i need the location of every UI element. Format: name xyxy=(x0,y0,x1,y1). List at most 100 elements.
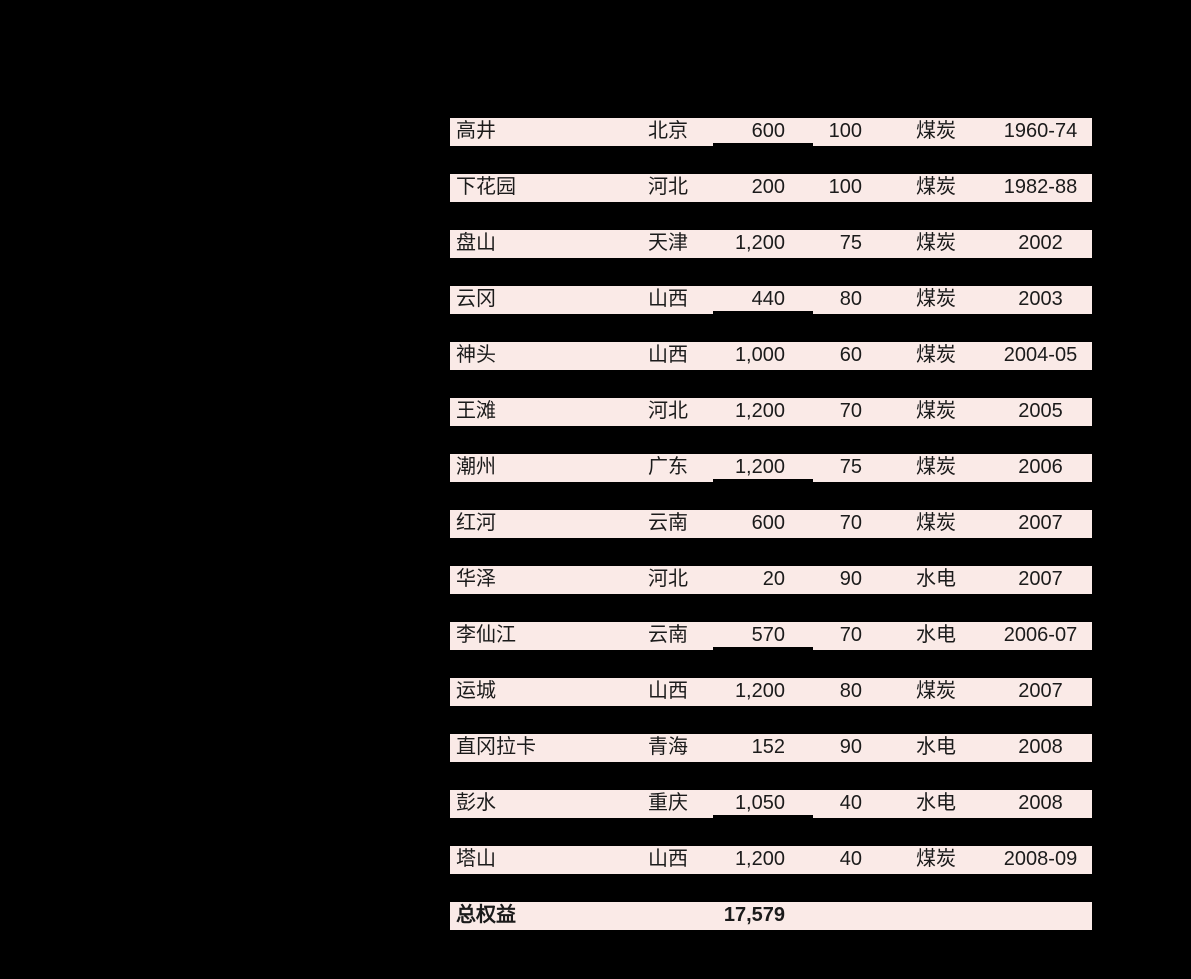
capacity-cell: 152 xyxy=(751,736,785,758)
stake-cell: 40 xyxy=(839,792,862,814)
power-plant-ownership-table: 高井 北京 600 100 煤炭 1960-74 下花园 河北 200 100 … xyxy=(450,118,1092,958)
capacity-cell: 600 xyxy=(751,512,785,534)
table-row: 盘山 天津 1,200 75 煤炭 2002 xyxy=(450,230,1092,258)
table-row: 直冈拉卡 青海 152 90 水电 2008 xyxy=(450,734,1092,762)
table-row: 潮州 广东 1,200 75 煤炭 2006 xyxy=(450,454,1092,482)
year-cell: 2008 xyxy=(1018,736,1063,758)
fuel-type-cell: 煤炭 xyxy=(916,400,956,422)
capacity-cell: 570 xyxy=(713,622,813,650)
plant-name-cell: 红河 xyxy=(456,512,496,534)
stake-cell: 70 xyxy=(839,400,862,422)
stake-cell: 80 xyxy=(839,680,862,702)
total-province-cell-empty xyxy=(618,902,713,930)
capacity-cell: 600 xyxy=(713,118,813,146)
province-cell: 山西 xyxy=(648,848,688,870)
stake-cell: 90 xyxy=(839,736,862,758)
fuel-type-cell: 煤炭 xyxy=(916,344,956,366)
stake-cell: 100 xyxy=(828,120,862,142)
plant-name-cell: 神头 xyxy=(456,344,496,366)
total-label: 总权益 xyxy=(456,904,516,926)
fuel-type-cell: 煤炭 xyxy=(916,512,956,534)
year-cell: 2002 xyxy=(1018,232,1063,254)
table-rows: 高井 北京 600 100 煤炭 1960-74 下花园 河北 200 100 … xyxy=(450,118,1092,874)
capacity-cell: 200 xyxy=(751,176,785,198)
plant-name-cell: 下花园 xyxy=(456,176,516,198)
fuel-type-cell: 煤炭 xyxy=(916,680,956,702)
province-cell: 天津 xyxy=(648,232,688,254)
year-cell: 2006-07 xyxy=(1003,624,1078,646)
fuel-type-cell: 水电 xyxy=(916,792,956,814)
province-cell: 云南 xyxy=(648,624,688,646)
year-cell: 2006 xyxy=(1018,456,1063,478)
stake-cell: 40 xyxy=(839,848,862,870)
fuel-type-cell: 水电 xyxy=(916,736,956,758)
province-cell: 山西 xyxy=(648,680,688,702)
table-row: 李仙江 云南 570 70 水电 2006-07 xyxy=(450,622,1092,650)
fuel-type-cell: 水电 xyxy=(916,568,956,590)
table-row: 下花园 河北 200 100 煤炭 1982-88 xyxy=(450,174,1092,202)
capacity-cell: 1,200 xyxy=(734,848,785,870)
year-cell: 2008 xyxy=(1018,792,1063,814)
plant-name-cell: 塔山 xyxy=(456,848,496,870)
year-cell: 2005 xyxy=(1018,400,1063,422)
fuel-type-cell: 煤炭 xyxy=(916,120,956,142)
year-cell: 2003 xyxy=(1018,288,1063,310)
fuel-type-cell: 煤炭 xyxy=(916,456,956,478)
stake-cell: 60 xyxy=(839,344,862,366)
total-capacity-value: 17,579 xyxy=(723,904,785,926)
table-row: 塔山 山西 1,200 40 煤炭 2008-09 xyxy=(450,846,1092,874)
province-cell: 重庆 xyxy=(648,792,688,814)
province-cell: 河北 xyxy=(648,568,688,590)
stake-cell: 70 xyxy=(839,512,862,534)
stake-cell: 70 xyxy=(839,624,862,646)
capacity-cell: 20 xyxy=(762,568,785,590)
province-cell: 山西 xyxy=(648,344,688,366)
fuel-type-cell: 煤炭 xyxy=(916,288,956,310)
table-row: 云冈 山西 440 80 煤炭 2003 xyxy=(450,286,1092,314)
year-cell: 1982-88 xyxy=(1003,176,1078,198)
fuel-type-cell: 煤炭 xyxy=(916,848,956,870)
province-cell: 青海 xyxy=(648,736,688,758)
stake-cell: 90 xyxy=(839,568,862,590)
fuel-type-cell: 水电 xyxy=(916,624,956,646)
table-row: 红河 云南 600 70 煤炭 2007 xyxy=(450,510,1092,538)
stake-cell: 75 xyxy=(839,232,862,254)
plant-name-cell: 彭水 xyxy=(456,792,496,814)
plant-name-cell: 华泽 xyxy=(456,568,496,590)
table-row: 华泽 河北 20 90 水电 2007 xyxy=(450,566,1092,594)
capacity-cell: 1,000 xyxy=(734,344,785,366)
fuel-type-cell: 煤炭 xyxy=(916,232,956,254)
plant-name-cell: 盘山 xyxy=(456,232,496,254)
plant-name-cell: 王滩 xyxy=(456,400,496,422)
year-cell: 2007 xyxy=(1018,568,1063,590)
capacity-cell: 440 xyxy=(713,286,813,314)
plant-name-cell: 直冈拉卡 xyxy=(456,736,536,758)
stake-cell: 75 xyxy=(839,456,862,478)
province-cell: 河北 xyxy=(648,176,688,198)
province-cell: 山西 xyxy=(648,288,688,310)
capacity-cell: 1,200 xyxy=(734,400,785,422)
total-year-cell-empty xyxy=(989,902,1092,930)
year-cell: 2008-09 xyxy=(1003,848,1078,870)
table-row: 运城 山西 1,200 80 煤炭 2007 xyxy=(450,678,1092,706)
total-stake-cell-empty xyxy=(813,902,883,930)
province-cell: 北京 xyxy=(648,120,688,142)
total-fuel-cell-empty xyxy=(883,902,989,930)
plant-name-cell: 李仙江 xyxy=(456,624,516,646)
stake-cell: 80 xyxy=(839,288,862,310)
stake-cell: 100 xyxy=(828,176,862,198)
total-row: 总权益 17,579 xyxy=(450,902,1092,930)
capacity-cell: 1,200 xyxy=(713,454,813,482)
plant-name-cell: 潮州 xyxy=(456,456,496,478)
province-cell: 云南 xyxy=(648,512,688,534)
capacity-cell: 1,050 xyxy=(713,790,813,818)
capacity-cell: 1,200 xyxy=(734,232,785,254)
year-cell: 1960-74 xyxy=(1003,120,1078,142)
plant-name-cell: 云冈 xyxy=(456,288,496,310)
table-row: 王滩 河北 1,200 70 煤炭 2005 xyxy=(450,398,1092,426)
year-cell: 2007 xyxy=(1018,512,1063,534)
province-cell: 广东 xyxy=(648,456,688,478)
plant-name-cell: 运城 xyxy=(456,680,496,702)
year-cell: 2007 xyxy=(1018,680,1063,702)
table-row: 彭水 重庆 1,050 40 水电 2008 xyxy=(450,790,1092,818)
